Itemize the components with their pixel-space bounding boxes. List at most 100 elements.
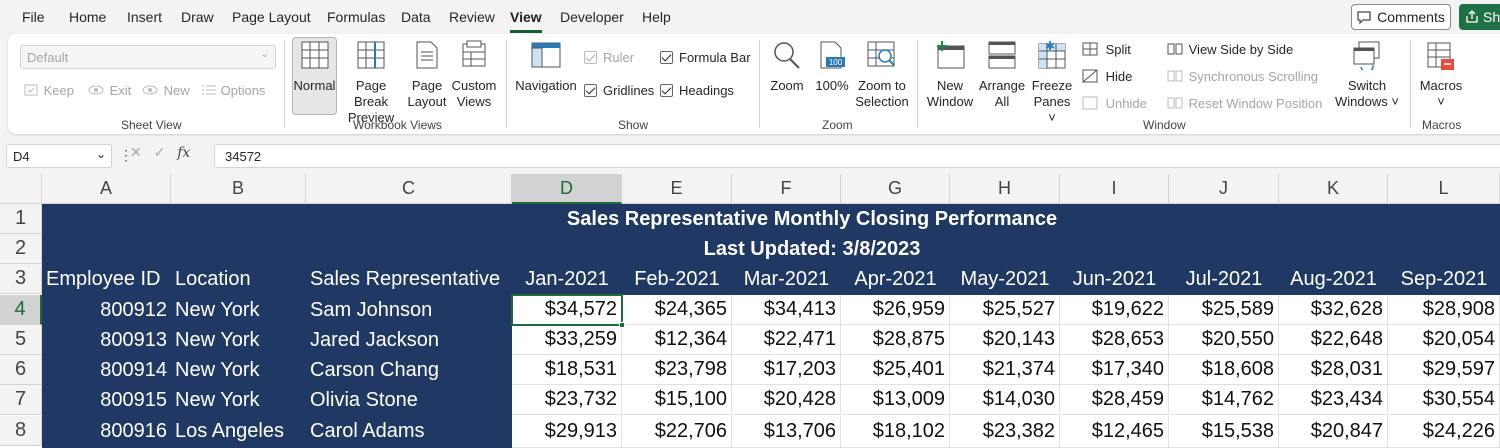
cell-amount[interactable]: $32,628 xyxy=(1279,295,1388,325)
column-header-a[interactable]: A xyxy=(42,174,171,204)
formula-bar-checkbox[interactable]: Formula Bar xyxy=(660,50,751,65)
synchronous-scrolling-button[interactable]: Synchronous Scrolling xyxy=(1167,69,1318,84)
header-employee-id[interactable]: Employee ID xyxy=(46,267,161,290)
comments-button[interactable]: Comments xyxy=(1351,4,1451,30)
row-header-7[interactable]: 7 xyxy=(0,385,42,415)
menu-developer[interactable]: Developer xyxy=(560,9,624,25)
page-break-preview-button[interactable]: Page Break Preview xyxy=(340,40,402,126)
page-layout-button[interactable]: Page Layout xyxy=(406,40,448,110)
unhide-button[interactable]: Unhide xyxy=(1082,96,1147,111)
column-header-c[interactable]: C xyxy=(306,174,512,204)
share-button[interactable]: Sh xyxy=(1459,4,1500,30)
cell-amount[interactable]: $24,226 xyxy=(1388,416,1500,448)
menu-draw[interactable]: Draw xyxy=(181,9,214,25)
cell-amount[interactable]: $20,847 xyxy=(1279,416,1388,448)
select-all-corner[interactable] xyxy=(0,174,42,204)
cell-amount[interactable]: $28,875 xyxy=(841,325,950,355)
header-month[interactable]: Mar-2021 xyxy=(743,267,830,290)
cell-amount[interactable]: $30,554 xyxy=(1388,385,1500,415)
split-button[interactable]: Split xyxy=(1082,42,1131,57)
menu-page-layout[interactable]: Page Layout xyxy=(232,9,311,25)
header-month[interactable]: Jun-2021 xyxy=(1072,267,1157,290)
cell-amount[interactable]: $22,471 xyxy=(732,325,841,355)
cell-amount[interactable]: $23,798 xyxy=(622,355,732,385)
row-header-2[interactable]: 2 xyxy=(0,234,42,264)
cell-amount[interactable]: $23,434 xyxy=(1279,385,1388,415)
header-month[interactable]: Sep-2021 xyxy=(1400,267,1488,290)
cell-amount[interactable]: $20,550 xyxy=(1169,325,1279,355)
cell-amount[interactable]: $15,538 xyxy=(1169,416,1279,448)
cell-amount[interactable]: $12,364 xyxy=(622,325,732,355)
header-sales-rep[interactable]: Sales Representative xyxy=(310,267,501,290)
row-header-6[interactable]: 6 xyxy=(0,355,42,385)
cell-amount[interactable]: $29,913 xyxy=(512,416,622,448)
sheet-subtitle[interactable]: Last Updated: 3/8/2023 xyxy=(703,237,921,260)
arrange-all-button[interactable]: Arrange All xyxy=(978,40,1026,110)
menu-file[interactable]: File xyxy=(22,9,45,25)
menu-help[interactable]: Help xyxy=(642,9,671,25)
cell-employee-id[interactable]: 800915 xyxy=(100,388,167,411)
cell-amount[interactable]: $18,608 xyxy=(1169,355,1279,385)
zoom-to-selection-button[interactable]: Zoom to Selection xyxy=(854,40,910,110)
header-month[interactable]: Aug-2021 xyxy=(1290,267,1377,290)
cell-amount[interactable]: $13,706 xyxy=(732,416,841,448)
keep-button[interactable]: Keep xyxy=(24,83,74,98)
cell-amount[interactable]: $18,102 xyxy=(841,416,950,448)
headings-checkbox[interactable]: Headings xyxy=(660,83,734,98)
view-side-by-side-button[interactable]: View Side by Side xyxy=(1167,42,1293,57)
menu-data[interactable]: Data xyxy=(401,9,431,25)
cell-sales-rep[interactable]: Olivia Stone xyxy=(310,388,418,411)
column-header-i[interactable]: I xyxy=(1060,174,1169,204)
header-location[interactable]: Location xyxy=(175,267,251,290)
confirm-icon[interactable]: ✓ xyxy=(153,144,166,160)
reset-window-position-button[interactable]: Reset Window Position xyxy=(1167,96,1322,111)
cell-amount[interactable]: $20,143 xyxy=(950,325,1060,355)
cell-amount[interactable]: $17,203 xyxy=(732,355,841,385)
header-month[interactable]: Jan-2021 xyxy=(525,267,609,290)
cell-amount[interactable]: $26,959 xyxy=(841,295,950,325)
cell-location[interactable]: New York xyxy=(175,298,260,321)
column-header-g[interactable]: G xyxy=(841,174,950,204)
fill-handle[interactable] xyxy=(619,322,625,328)
cell-amount[interactable]: $34,413 xyxy=(732,295,841,325)
new-view-button[interactable]: New xyxy=(142,83,190,98)
menu-view[interactable]: View xyxy=(510,9,542,25)
cell-employee-id[interactable]: 800912 xyxy=(100,298,167,321)
header-month[interactable]: Apr-2021 xyxy=(854,267,937,290)
cell-amount[interactable]: $33,259 xyxy=(512,325,622,355)
header-month[interactable]: May-2021 xyxy=(960,267,1050,290)
navigation-button[interactable]: Navigation xyxy=(514,40,578,94)
column-header-k[interactable]: K xyxy=(1279,174,1388,204)
cell-employee-id[interactable]: 800916 xyxy=(100,419,167,442)
switch-windows-button[interactable]: Switch Windows ˅ xyxy=(1334,40,1400,110)
cell-amount[interactable]: $14,762 xyxy=(1169,385,1279,415)
cell-amount[interactable]: $29,597 xyxy=(1388,355,1500,385)
more-options-icon[interactable]: ⋮ xyxy=(119,147,133,163)
column-header-e[interactable]: E xyxy=(622,174,732,204)
custom-views-button[interactable]: Custom Views xyxy=(450,40,498,110)
hide-button[interactable]: Hide xyxy=(1082,69,1132,84)
cell-amount[interactable]: $28,908 xyxy=(1388,295,1500,325)
exit-button[interactable]: Exit xyxy=(88,83,131,98)
insert-function-icon[interactable]: fx xyxy=(177,145,191,161)
cancel-icon[interactable]: ✕ xyxy=(130,144,142,160)
cell-amount[interactable]: $23,382 xyxy=(950,416,1060,448)
row-header-1[interactable]: 1 xyxy=(0,204,42,234)
cell-amount[interactable]: $20,054 xyxy=(1388,325,1500,355)
cell-amount[interactable]: $22,648 xyxy=(1279,325,1388,355)
column-header-d[interactable]: D xyxy=(512,174,622,204)
cell-amount[interactable]: $18,531 xyxy=(512,355,622,385)
cell-sales-rep[interactable]: Carol Adams xyxy=(310,419,425,442)
column-header-b[interactable]: B xyxy=(171,174,306,204)
row-header-8[interactable]: 8 xyxy=(0,416,42,446)
cell-employee-id[interactable]: 800914 xyxy=(100,358,167,381)
column-header-j[interactable]: J xyxy=(1169,174,1279,204)
cell-amount[interactable]: $28,459 xyxy=(1060,385,1169,415)
name-box[interactable]: D4 ⌄ xyxy=(6,144,112,168)
gridlines-checkbox[interactable]: Gridlines xyxy=(584,83,654,98)
cell-amount[interactable]: $24,365 xyxy=(622,295,732,325)
cell-amount[interactable]: $25,401 xyxy=(841,355,950,385)
cell-amount[interactable]: $19,622 xyxy=(1060,295,1169,325)
cell-amount[interactable]: $13,009 xyxy=(841,385,950,415)
cell-location[interactable]: Los Angeles xyxy=(175,419,284,442)
